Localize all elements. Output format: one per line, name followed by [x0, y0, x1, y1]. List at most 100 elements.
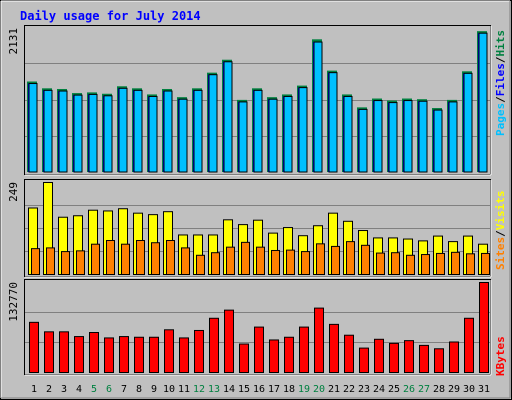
bar-pages [298, 87, 308, 173]
day-label: 31 [478, 384, 490, 395]
day-label: 23 [358, 384, 370, 395]
legend-entry: / [494, 230, 507, 237]
bar-sites [481, 252, 490, 275]
bar-sites [196, 254, 205, 276]
day-label: 30 [463, 384, 475, 395]
bar-kbytes [269, 339, 279, 373]
bar-sites [391, 252, 400, 276]
chart-title: Daily usage for July 2014 [20, 9, 201, 23]
bar-sites [466, 253, 475, 275]
bar-pages [148, 95, 158, 173]
legend-entry: Visits [494, 191, 507, 231]
bar-sites [406, 254, 415, 276]
bar-pages [358, 108, 368, 173]
bar-kbytes [299, 326, 309, 373]
bar-kbytes [44, 331, 54, 373]
bar-sites [181, 247, 190, 275]
bar-pages [433, 109, 443, 173]
bar-kbytes [209, 317, 219, 373]
bar-kbytes [164, 329, 174, 373]
bar-pages [208, 74, 218, 173]
day-label: 7 [121, 384, 127, 395]
bar-kbytes [464, 317, 474, 373]
bar-pages [253, 89, 263, 173]
bar-sites [211, 252, 220, 276]
bar-sites [76, 250, 85, 275]
bar-sites [61, 251, 70, 276]
day-label: 1 [31, 384, 37, 395]
bar-pages [403, 100, 413, 173]
day-label: 22 [343, 384, 355, 395]
day-label: 6 [106, 384, 112, 395]
panel2-legend: Sites/Visits [494, 191, 507, 271]
day-label: 18 [283, 384, 295, 395]
legend-entry: / [494, 56, 507, 63]
legend-entry: KBytes [494, 336, 507, 376]
day-label: 17 [268, 384, 280, 395]
bar-kbytes [74, 336, 84, 374]
day-label: 27 [418, 384, 430, 395]
bar-pages [163, 90, 173, 173]
bar-kbytes [254, 326, 264, 373]
bar-sites [91, 243, 100, 275]
bar-pages [478, 32, 488, 173]
bar-kbytes [479, 282, 489, 373]
day-label: 13 [208, 384, 220, 395]
day-label: 5 [91, 384, 97, 395]
bar-sites [316, 243, 325, 275]
day-label: 14 [223, 384, 235, 395]
bar-kbytes [449, 341, 459, 374]
day-label: 29 [448, 384, 460, 395]
bar-pages [238, 101, 248, 173]
bar-kbytes [374, 338, 384, 374]
day-label: 4 [76, 384, 82, 395]
bar-kbytes [149, 336, 159, 373]
day-label: 16 [253, 384, 265, 395]
bar-kbytes [89, 332, 99, 373]
bar-sites [421, 254, 430, 275]
legend-entry: Hits [494, 30, 507, 57]
day-label: 25 [388, 384, 400, 395]
bar-pages [118, 87, 128, 173]
bar-kbytes [59, 331, 69, 373]
bar-pages [373, 100, 383, 173]
day-label: 21 [328, 384, 340, 395]
bar-pages [448, 101, 458, 173]
bar-sites [346, 241, 355, 276]
day-label: 8 [136, 384, 142, 395]
bar-sites [46, 247, 55, 275]
day-label: 28 [433, 384, 445, 395]
bar-kbytes [434, 348, 444, 373]
bar-pages [283, 95, 293, 173]
bar-kbytes [329, 323, 339, 373]
bar-sites [331, 245, 340, 275]
bar-pages [343, 95, 353, 173]
bar-sites [136, 240, 145, 275]
bar-kbytes [284, 336, 294, 373]
bar-sites [376, 252, 385, 275]
legend-entry: / [494, 96, 507, 103]
bar-sites [151, 242, 160, 275]
day-label: 20 [313, 384, 325, 395]
day-label: 2 [46, 384, 52, 395]
panel1-ymax-label: 2131 [7, 28, 20, 55]
bar-kbytes [404, 340, 414, 373]
bar-pages [178, 98, 188, 173]
bar-pages [463, 72, 473, 173]
bar-sites [121, 243, 130, 275]
bar-sites [226, 246, 235, 275]
bar-kbytes [224, 309, 234, 373]
bar-pages [88, 93, 98, 173]
bar-kbytes [134, 336, 144, 373]
bar-pages [268, 98, 278, 173]
bar-sites [241, 241, 250, 275]
bar-sites [436, 252, 445, 275]
bar-sites [286, 249, 295, 275]
panel1-legend: Pages/Files/Hits [494, 30, 507, 136]
bar-pages [43, 89, 53, 173]
bar-kbytes [179, 337, 189, 373]
bar-sites [271, 249, 280, 275]
bar-pages [73, 94, 83, 173]
day-label: 10 [163, 384, 175, 395]
